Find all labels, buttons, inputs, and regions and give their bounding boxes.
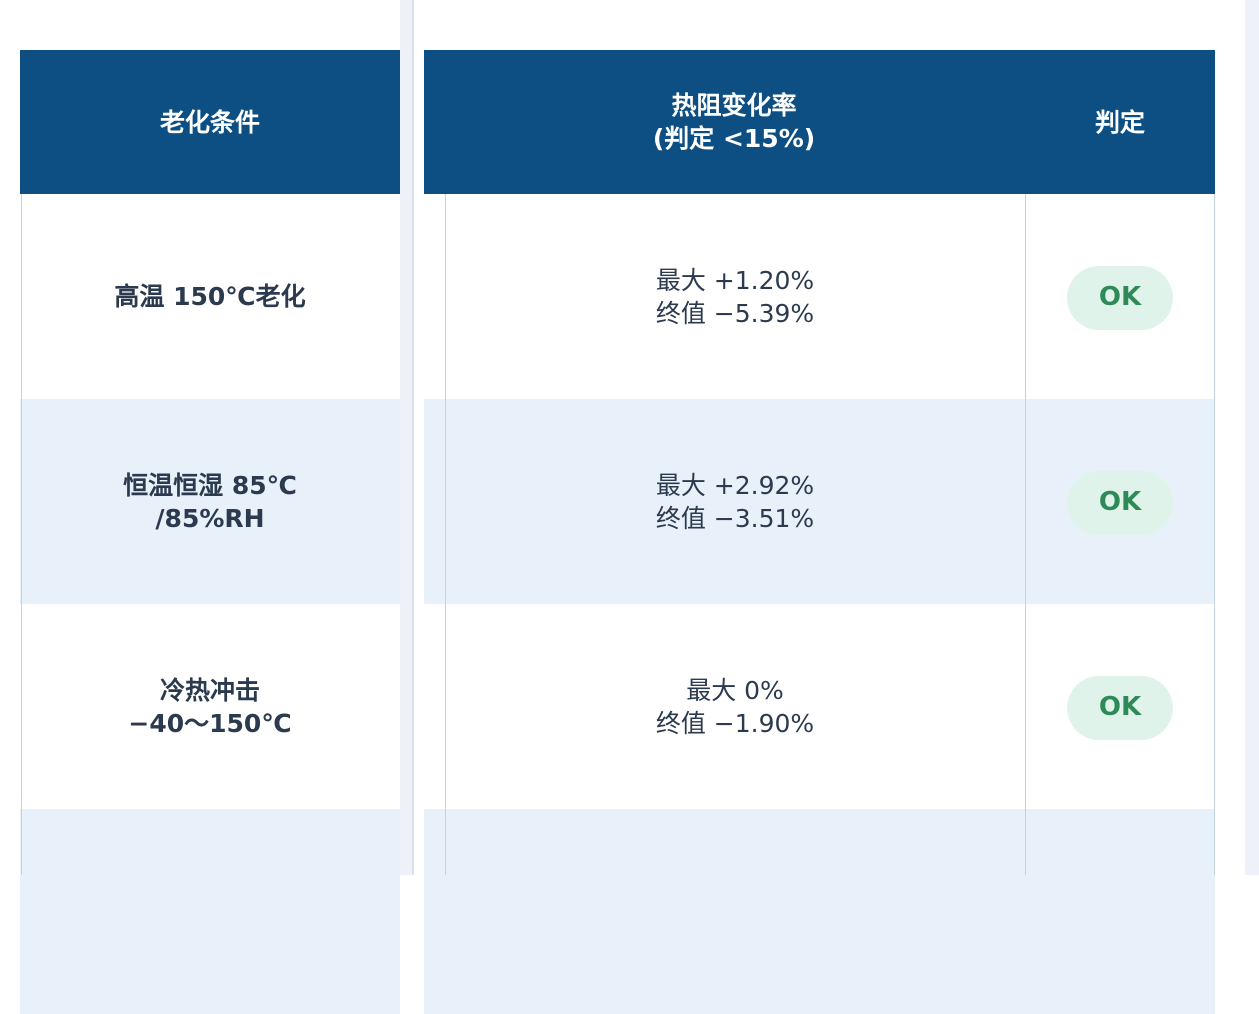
rate-cell: 最大 0% 终值 −1.90% (445, 604, 1025, 809)
condition-text: 恒温恒湿 85℃ (123, 470, 297, 500)
condition-text: 冷热冲击 (159, 675, 260, 705)
header-cell: 热阻变化率 (判定 <15%) (424, 50, 1044, 194)
scroll-strip (1245, 0, 1259, 875)
condition-text: 高温 150℃老化 (114, 282, 306, 311)
rate-text: 最大 0% (686, 675, 784, 705)
rate-text: 终值 −5.39% (655, 298, 815, 328)
rate-text: 终值 −3.51% (655, 503, 815, 533)
cell-border (1214, 194, 1215, 875)
header-text: 判定 (1094, 107, 1145, 137)
judgement-cell: OK (1025, 194, 1215, 399)
condition-cell: 冷热冲击 −40～150℃ (20, 604, 400, 809)
row-bg (20, 604, 400, 809)
condition-text: /85%RH (155, 503, 265, 533)
judgement-cell: OK (1025, 604, 1215, 809)
ok-badge: OK (1067, 470, 1173, 535)
row-bg (20, 194, 400, 399)
cell-border (21, 194, 22, 875)
rate-cell: 最大 +1.20% 终值 −5.39% (445, 194, 1025, 399)
rate-text: 最大 +1.20% (655, 265, 815, 295)
condition-cell: 高温 150℃老化 (20, 194, 400, 399)
page: 老化条件 热阻变化率 (判定 <15%) 判定 高温 150℃老化 恒温恒湿 85℃/85… (20, 0, 1259, 1014)
header-text: 热阻变化率 (671, 91, 797, 120)
tables: 老化条件 热阻变化率 (判定 <15%) 判定 高温 150℃老化 恒温恒湿 85℃/85… (20, 50, 1215, 1014)
rate-cell: 最大 +2.92% 终值 −3.51% (445, 399, 1025, 604)
header-cell: 判定 (1025, 50, 1215, 194)
header-cell: 老化条件 (20, 50, 400, 194)
judgement-cell: OK (1025, 399, 1215, 604)
divider (412, 0, 414, 875)
header-text: 老化条件 (159, 107, 260, 137)
row-bg (20, 399, 400, 604)
cell-border (445, 194, 446, 875)
header-text: (判定 <15%) (652, 124, 816, 153)
row-bg (20, 809, 400, 1014)
gutter (400, 0, 412, 875)
rate-text: 终值 −1.90% (655, 708, 815, 738)
row-bg (424, 809, 1215, 1014)
condition-text: −40～150℃ (128, 708, 292, 738)
ok-badge: OK (1067, 265, 1173, 330)
cell-border (1025, 194, 1026, 875)
ok-badge: OK (1067, 675, 1173, 740)
condition-cell: 恒温恒湿 85℃/85%RH (20, 399, 400, 604)
rate-text: 最大 +2.92% (655, 470, 815, 500)
